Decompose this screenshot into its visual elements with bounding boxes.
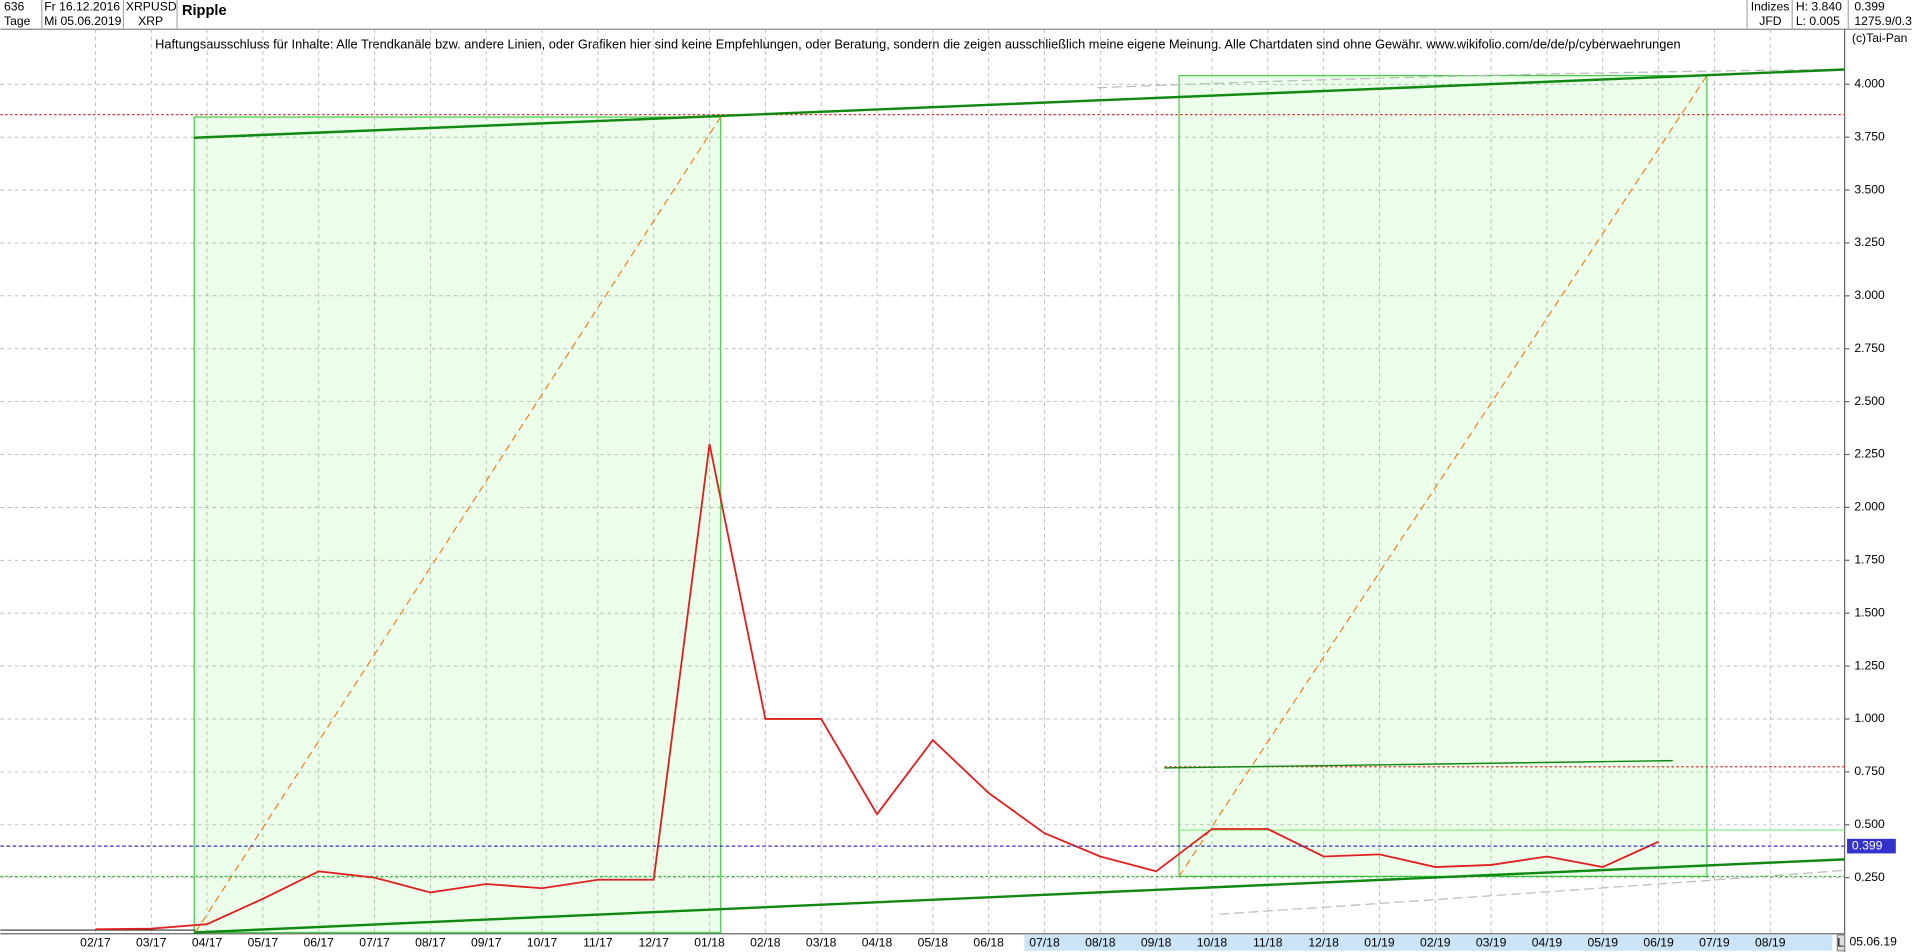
scrollbar[interactable] [1836, 934, 1846, 952]
instrument-name: Ripple [182, 3, 227, 19]
y-tick-label: 1.250 [1854, 658, 1885, 672]
copyright: (c)Tai-Pan [1852, 31, 1907, 45]
x-tick-label: 04/19 [1532, 936, 1563, 950]
x-tick-label: 01/19 [1364, 936, 1395, 950]
x-tick-label: 10/17 [527, 936, 558, 950]
x-tick-label: 11/17 [583, 936, 613, 950]
x-tick-label: 10/18 [1197, 936, 1228, 950]
disclaimer: Haftungsausschluss für Inhalte: Alle Tre… [155, 36, 1680, 51]
y-tick-label: 0.500 [1854, 817, 1885, 831]
x-tick-label: 06/18 [973, 936, 1004, 950]
x-tick-label: 02/17 [80, 936, 111, 950]
y-tick-label: 2.750 [1854, 341, 1885, 355]
y-tick-label: 1.750 [1854, 553, 1885, 567]
last-price-box [1847, 838, 1896, 854]
x-tick-label: 07/17 [359, 936, 390, 950]
y-tick-label: 3.000 [1854, 288, 1885, 302]
x-tick-label: 01/18 [694, 936, 725, 950]
period[interactable]: Tage [4, 14, 31, 28]
y-tick-label: 0.250 [1854, 870, 1885, 884]
projection-box [193, 116, 722, 934]
y-tick-label: 2.250 [1854, 447, 1885, 461]
x-tick-label: 09/17 [471, 936, 502, 950]
x-tick-label: 02/19 [1420, 936, 1451, 950]
corner-label: L [1837, 936, 1844, 950]
x-tick-label: 03/18 [806, 936, 837, 950]
date-range-highlight [1024, 934, 1833, 951]
x-tick-label: 03/19 [1476, 936, 1507, 950]
x-tick-label: 09/18 [1141, 936, 1172, 950]
price-line [95, 443, 1659, 931]
trend-guide [1219, 869, 1845, 915]
projection-diagonal [1178, 75, 1708, 877]
x-tick-label: 08/18 [1085, 936, 1116, 950]
y-tick-label: 3.500 [1854, 182, 1885, 196]
trend-channel-bottom [194, 858, 1845, 934]
y-tick-label: 1.000 [1854, 711, 1885, 725]
x-tick-label: 06/17 [303, 936, 334, 950]
projection-diagonal [194, 116, 722, 933]
y-tick-label: 2.500 [1854, 394, 1885, 408]
x-tick-label: 12/17 [638, 936, 669, 950]
short-name: XRP [138, 14, 163, 28]
x-tick-label: 12/18 [1308, 936, 1339, 950]
x-tick-label: 05/19 [1588, 936, 1619, 950]
y-tick-label: 2.000 [1854, 500, 1885, 514]
trend-line [1164, 759, 1673, 769]
count[interactable]: 636 [4, 0, 25, 14]
scale: 1275.9/0.3 [1854, 14, 1912, 28]
low: L: 0.005 [1796, 14, 1840, 28]
x-tick-label: 04/18 [862, 936, 893, 950]
x-tick-label: 11/18 [1253, 936, 1283, 950]
trend-guide [1097, 68, 1845, 89]
y-tick-label: 3.750 [1854, 129, 1885, 143]
last-price-header: 0.399 [1854, 0, 1885, 14]
grid-layer [0, 29, 1845, 934]
x-tick-label: 05/18 [918, 936, 949, 950]
y-tick-label: 1.500 [1854, 605, 1885, 619]
y-tick-label: 4.000 [1854, 76, 1885, 90]
x-tick-label: 03/17 [136, 936, 167, 950]
group[interactable]: Indizes [1751, 0, 1790, 14]
x-tick-label: 02/18 [750, 936, 781, 950]
end-date[interactable]: Mi 05.06.2019 [44, 14, 121, 28]
trend-channel-top [194, 68, 1845, 139]
symbol[interactable]: XRPUSD [126, 0, 177, 14]
y-tick-label: 0.750 [1854, 764, 1885, 778]
x-tick-label: 08/19 [1755, 936, 1786, 950]
broker: JFD [1759, 14, 1782, 28]
last-price-label: 0.399 [1852, 838, 1883, 852]
x-tick-label: 08/17 [415, 936, 446, 950]
y-tick-label: 3.250 [1854, 235, 1885, 249]
start-date[interactable]: Fr 16.12.2016 [44, 0, 120, 14]
x-tick-label: 07/18 [1029, 936, 1060, 950]
x-tick-label: 06/19 [1643, 936, 1674, 950]
end-label: 05.06.19 [1849, 934, 1897, 948]
x-tick-label: 04/17 [192, 936, 223, 950]
x-tick-label: 05/17 [248, 936, 279, 950]
high: H: 3.840 [1796, 0, 1842, 14]
x-tick-label: 07/19 [1699, 936, 1730, 950]
